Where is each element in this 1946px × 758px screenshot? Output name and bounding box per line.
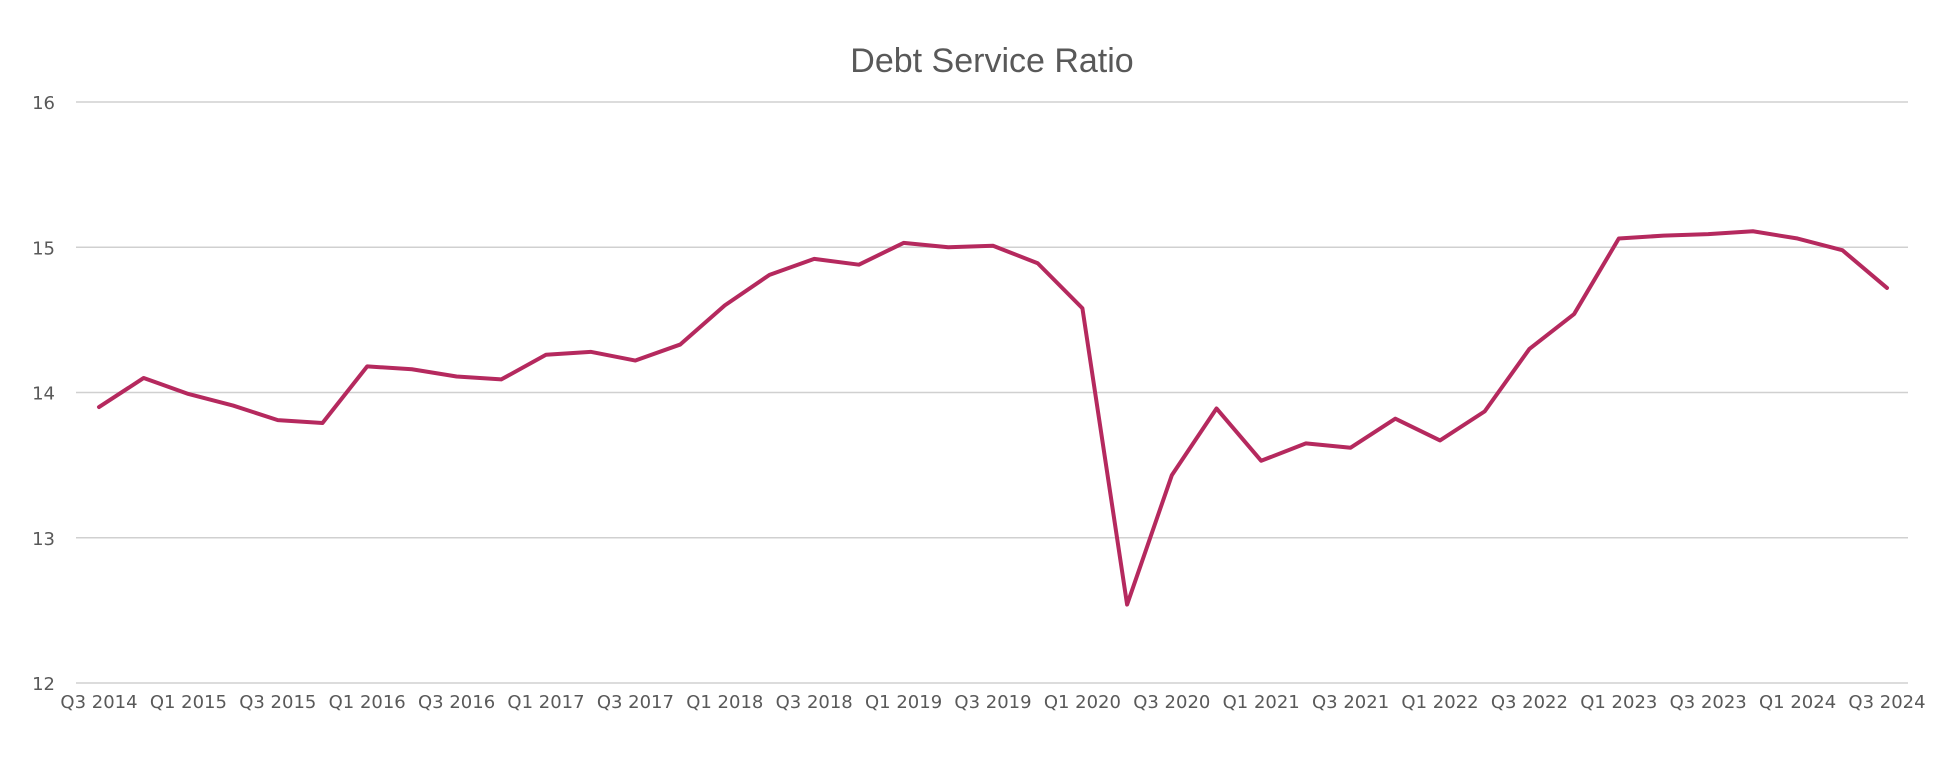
x-tick-label: Q1 2019 (865, 692, 942, 713)
x-tick-label: Q1 2023 (1580, 692, 1657, 713)
gridlines (76, 101, 1908, 684)
x-tick-label: Q3 2024 (1848, 692, 1925, 713)
chart-title: Debt Service Ratio (850, 42, 1133, 80)
y-tick-label: 15 (32, 238, 55, 259)
x-axis-ticks: Q3 2014 Q1 2015 Q3 2015 Q1 2016 Q3 2016 Q1 20… (60, 692, 1925, 713)
x-tick-label: Q3 2020 (1133, 692, 1210, 713)
x-tick-label: Q1 2024 (1759, 692, 1836, 713)
x-tick-label: Q1 2015 (150, 692, 227, 713)
x-tick-label: Q3 2019 (954, 692, 1031, 713)
x-tick-label: Q1 2016 (329, 692, 406, 713)
series-line (97, 229, 1889, 607)
series-layer (97, 229, 1889, 607)
x-tick-label: Q1 2020 (1044, 692, 1121, 713)
y-axis-ticks: 12 13 14 15 16 (32, 93, 55, 695)
x-tick-label: Q3 2018 (776, 692, 853, 713)
x-tick-label: Q3 2022 (1491, 692, 1568, 713)
x-tick-label: Q1 2022 (1401, 692, 1478, 713)
x-tick-label: Q3 2016 (418, 692, 495, 713)
y-tick-label: 12 (32, 674, 55, 695)
x-tick-label: Q1 2021 (1223, 692, 1300, 713)
x-tick-label: Q3 2023 (1670, 692, 1747, 713)
x-tick-label: Q1 2017 (507, 692, 584, 713)
x-tick-label: Q3 2017 (597, 692, 674, 713)
y-tick-label: 14 (32, 384, 55, 405)
y-tick-label: 13 (32, 529, 55, 550)
x-tick-label: Q1 2018 (686, 692, 763, 713)
y-tick-label: 16 (32, 93, 55, 114)
x-tick-label: Q3 2014 (60, 692, 137, 713)
x-tick-label: Q3 2015 (239, 692, 316, 713)
x-tick-label: Q3 2021 (1312, 692, 1389, 713)
